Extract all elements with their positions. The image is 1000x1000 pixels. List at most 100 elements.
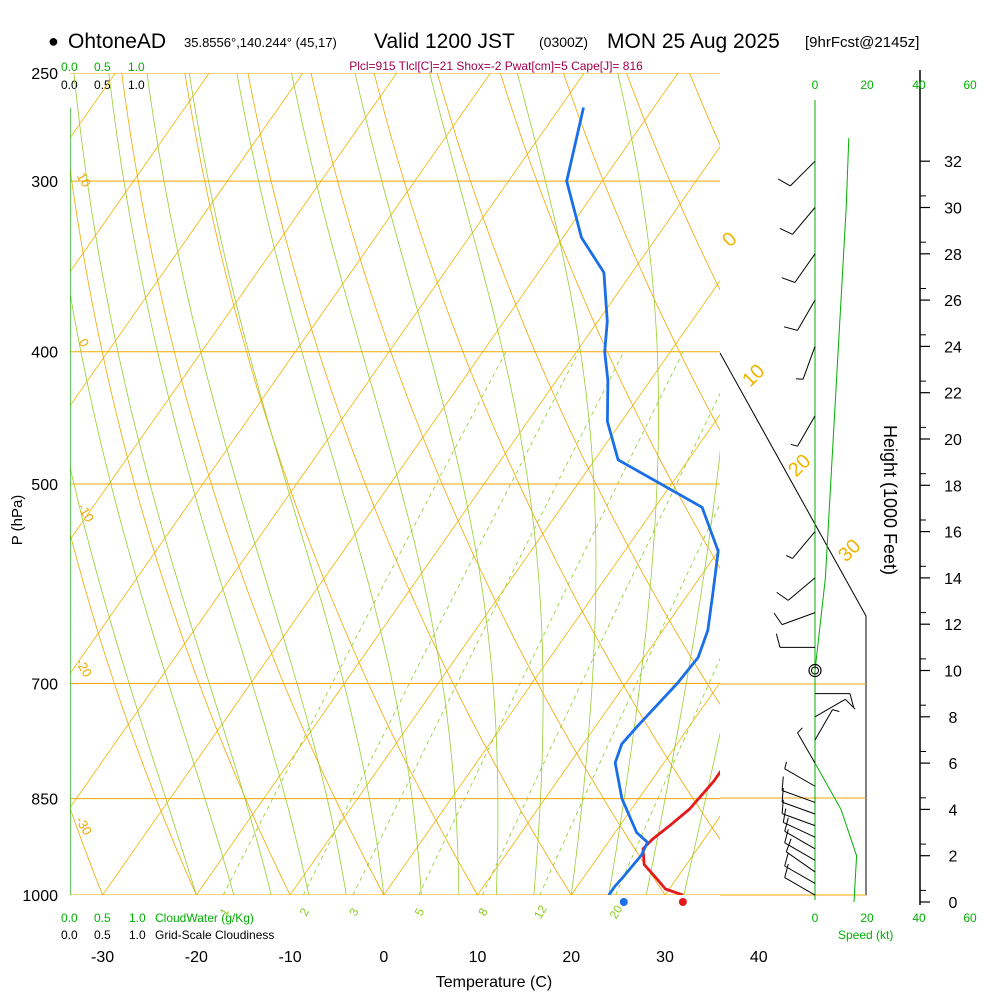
valid-utc: (0300Z) [539, 34, 588, 50]
dry-adiabat-label: -30 [73, 814, 95, 838]
scale-tick: 0.0 [61, 911, 78, 925]
wind-barb-feather [785, 555, 793, 559]
wind-barb-feather [783, 326, 798, 331]
parcel-profile [760, 108, 949, 705]
height-tick-label: 26 [944, 293, 962, 310]
temperature-profile [641, 769, 720, 895]
calm-wind-marker-inner [811, 666, 819, 675]
wind-barb-feather [775, 633, 781, 648]
dry-adiabat-line [562, 73, 720, 432]
wind-barb-shaft [789, 160, 816, 187]
wind-barb-shaft [797, 732, 816, 764]
wind-barb-feather [784, 852, 789, 867]
dewpoint-profile [565, 107, 720, 895]
height-axis-label: Height (1000 Feet) [880, 425, 900, 575]
mixing-ratio-label: 2 [297, 905, 313, 918]
speed-tick-top: 40 [912, 78, 926, 92]
valid-time: Valid 1200 JST [374, 30, 515, 53]
dry-adiabat-label: -10 [75, 501, 97, 525]
moist-adiabat-line [516, 73, 597, 895]
isotherm-line [70, 73, 304, 407]
isotherm-line [477, 547, 720, 895]
dry-adiabat-label: -20 [73, 656, 95, 680]
wind-barb-feather [849, 693, 855, 708]
height-tick-label: 32 [944, 154, 962, 171]
wind-barb-shaft [794, 253, 816, 283]
wind-barb-feather [781, 776, 784, 791]
wind-barb-feather [784, 817, 789, 832]
speed-tick-top: 20 [860, 78, 874, 92]
speed-tick-bottom: 20 [860, 911, 874, 925]
scale-tick: 0.5 [94, 60, 111, 74]
moist-adiabat-line [429, 73, 544, 895]
temperature-tick-label: 40 [750, 949, 768, 966]
speed-tick-top: 60 [963, 78, 977, 92]
moist-adiabat-line [291, 73, 460, 895]
height-tick-label: 16 [944, 525, 962, 542]
height-tick-label: 24 [944, 339, 962, 356]
moist-adiabat-label: 30 [834, 535, 865, 566]
wind-barb-shaft [787, 577, 816, 601]
dry-adiabat-line [373, 73, 720, 840]
moist-adiabat-line [108, 73, 310, 895]
scale-tick: 0.0 [61, 928, 78, 942]
speed-tick-bottom: 40 [912, 911, 926, 925]
pressure-tick-label: 1000 [22, 888, 58, 905]
wind-barb-feather [781, 277, 796, 283]
dry-adiabat-line [929, 49, 1000, 924]
height-tick-label: 4 [949, 802, 958, 819]
isotherm-line [0, 73, 22, 895]
y-axis-label: P (hPa) [9, 495, 26, 546]
moist-adiabat-line [645, 449, 720, 895]
scale-tick: 0.0 [61, 60, 78, 74]
cloudwater-label: CloudWater (g/Kg) [155, 911, 254, 925]
wind-speed-curve [814, 138, 858, 903]
site-location: 35.8556°,140.244° (45,17) [184, 35, 337, 50]
moist-adiabat-label: 10 [738, 360, 769, 391]
wind-barb-feather [776, 591, 789, 601]
wind-barb-shaft [784, 865, 816, 884]
height-tick-label: 2 [949, 849, 958, 866]
moist-adiabat-line [70, 290, 235, 895]
speed-tick-bottom: 60 [963, 911, 977, 925]
forecast-label: [9hrFcst@2145z] [805, 34, 919, 51]
mixing-ratio-label: 20 [607, 902, 626, 921]
x-axis-label: Temperature (C) [436, 974, 552, 991]
moist-adiabat-line [188, 73, 385, 895]
pressure-tick-label: 700 [31, 677, 58, 694]
wind-barb-feather [797, 727, 803, 734]
wind-barb-shaft [814, 698, 846, 718]
temperature-tick-label: 10 [469, 949, 487, 966]
mixing-ratio-line [352, 351, 625, 895]
moist-adiabat-line [608, 73, 659, 895]
site-name: OhtoneAD [68, 30, 166, 53]
moist-adiabat-line [70, 465, 197, 895]
dry-adiabat-line [805, 49, 1000, 924]
wind-barb-shaft [784, 842, 816, 861]
wind-barb-feather [790, 443, 798, 447]
isotherm-line [759, 73, 1000, 895]
scale-tick: 0.5 [94, 928, 111, 942]
mixing-ratio-line [418, 351, 684, 895]
dry-adiabat-line [121, 73, 385, 895]
scale-tick: 0.5 [94, 78, 111, 92]
moist-adiabat-label: 0 [718, 228, 741, 251]
cloudwater-scale-top: 0.0 0.5 1.0 [61, 60, 145, 74]
height-tick-label: 6 [949, 756, 958, 773]
dry-adiabat-lines [0, 49, 1000, 924]
cloudiness-label: Grid-Scale Cloudiness [155, 928, 274, 942]
dry-adiabat-line [70, 165, 291, 895]
wind-barb-shaft [802, 346, 816, 380]
isotherm-line [853, 73, 1000, 895]
cloudwater-scale-bottom: 0.0 0.5 1.0 CloudWater (g/Kg) [61, 911, 254, 925]
dry-adiabat-line [184, 73, 479, 895]
moist-adiabat-line [73, 73, 272, 895]
height-tick-label: 10 [944, 664, 962, 681]
pressure-axis: 250 300 400 500 700 850 1000 [22, 66, 58, 905]
wind-barb-shaft [784, 830, 816, 850]
dry-adiabat-line [0, 49, 19, 924]
isobar-lines [70, 73, 720, 895]
wind-barb-feather [779, 227, 793, 235]
